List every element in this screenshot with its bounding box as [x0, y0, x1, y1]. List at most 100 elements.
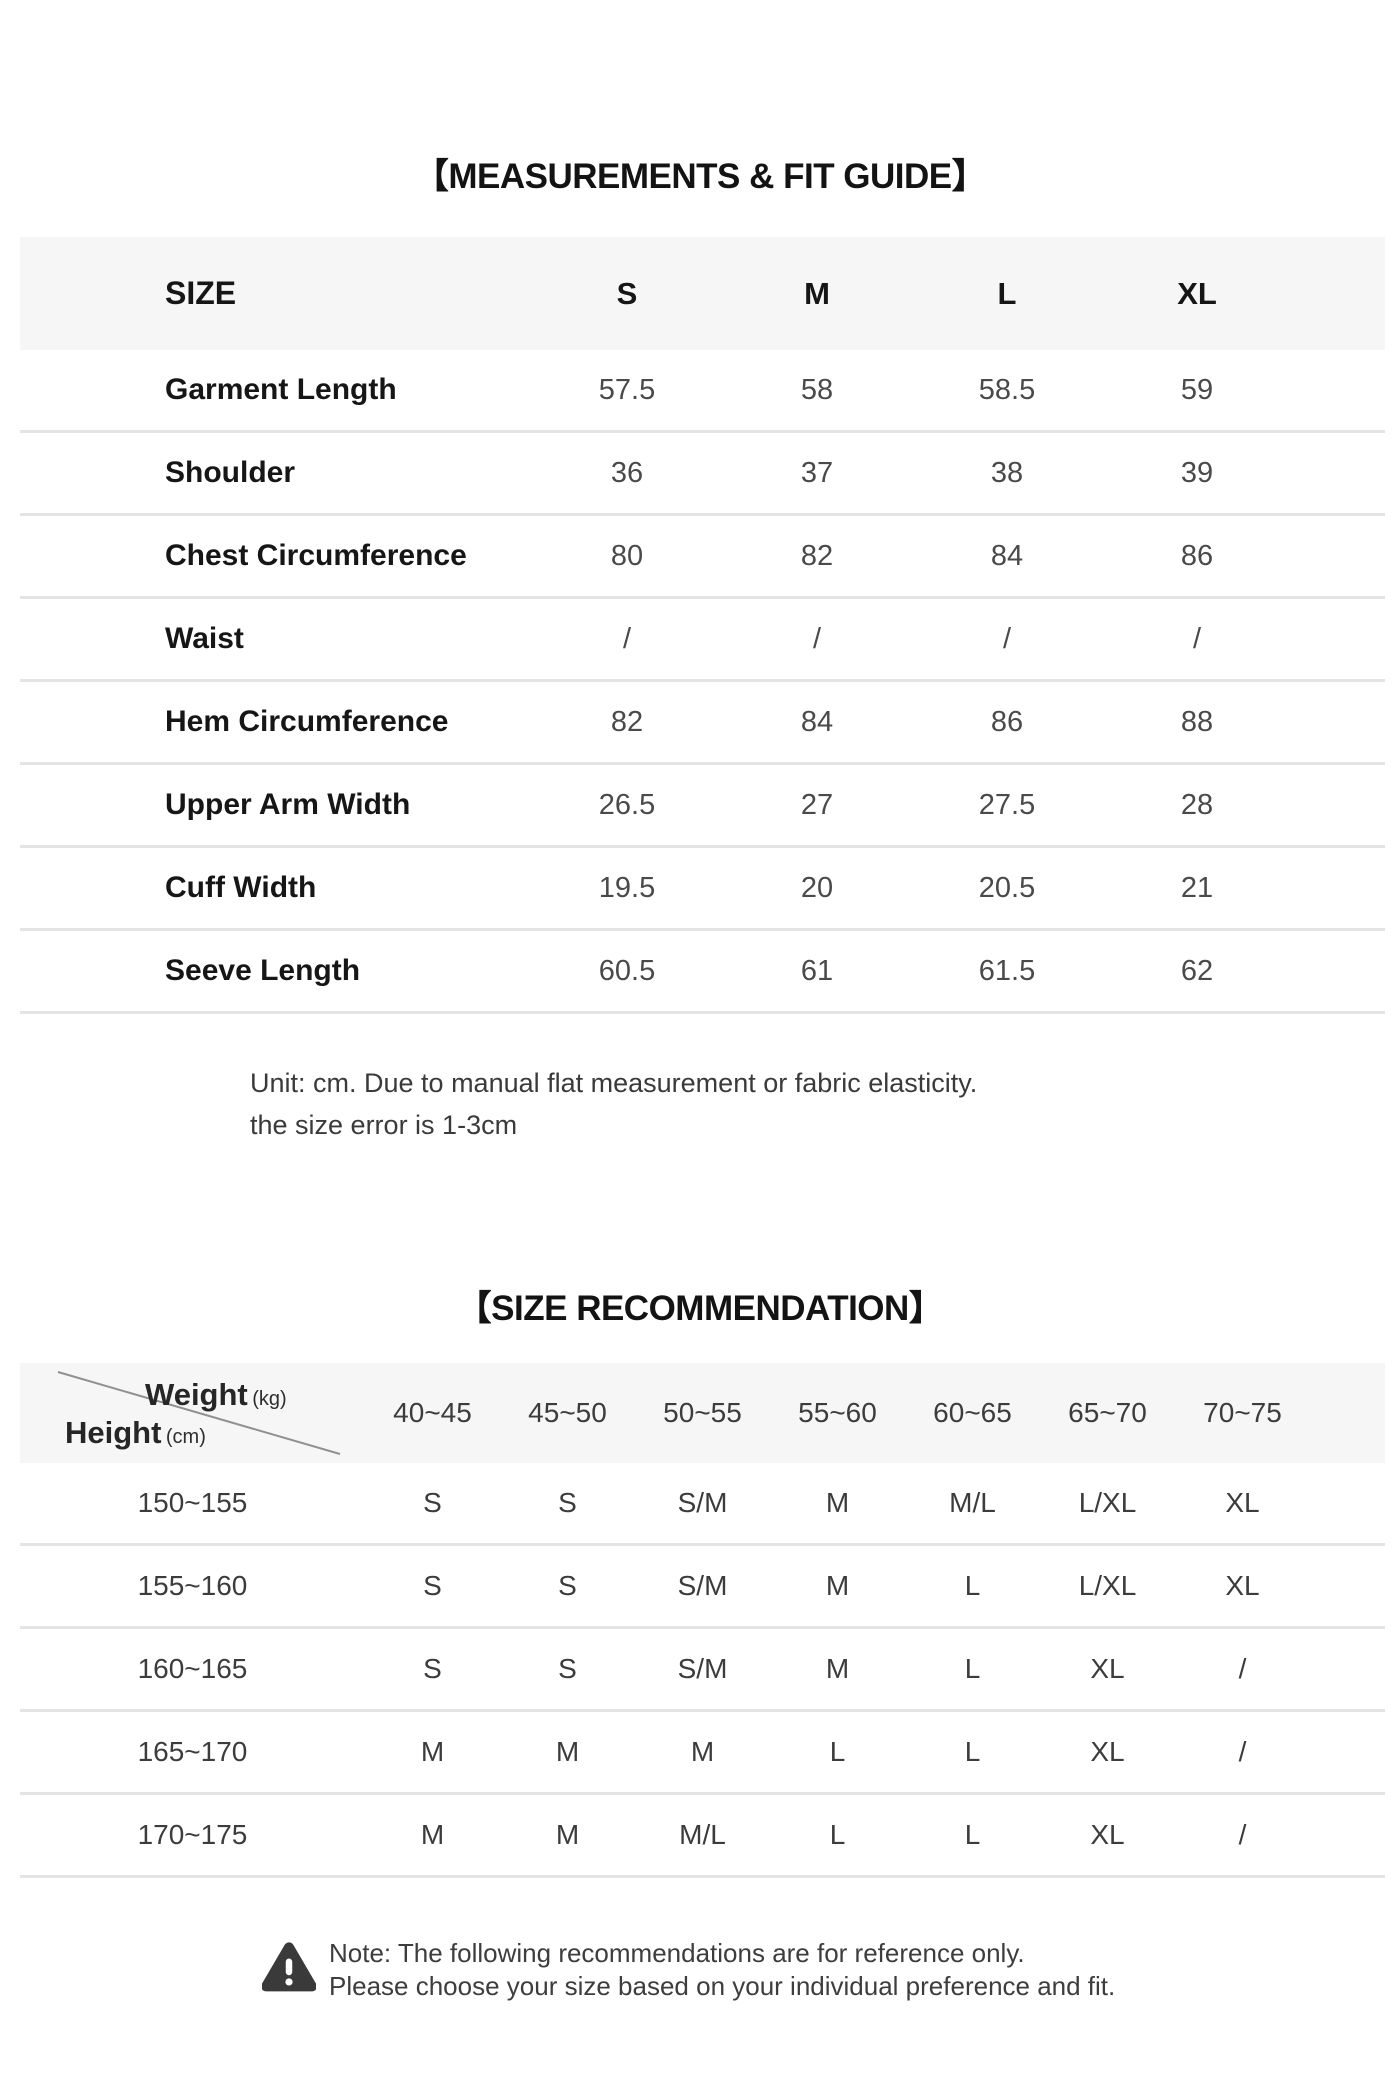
cell-size: M: [690, 1736, 715, 1767]
cell-value: 84: [990, 539, 1024, 572]
cell-size: L/XL: [1078, 1570, 1137, 1601]
row-label: Waist: [165, 622, 244, 655]
reference-note: Note: The following recommendations are …: [261, 1938, 1116, 2003]
cell-value: 86: [1180, 539, 1214, 572]
row-label: 150~155: [137, 1487, 248, 1518]
cell-size: M: [420, 1819, 445, 1850]
weight-col-50-55: 50~55: [663, 1397, 742, 1428]
row-label: Hem Circumference: [165, 705, 449, 738]
weight-col-40-45: 40~45: [393, 1397, 472, 1428]
cell-value: 19.5: [598, 871, 656, 904]
size-col-l: L: [997, 275, 1017, 311]
weight-col-55-60: 55~60: [798, 1397, 877, 1428]
measurements-header-row: SIZE S M L XL: [20, 237, 1385, 350]
size-header-label: SIZE: [165, 275, 237, 311]
cell-value: 36: [610, 456, 644, 489]
cell-value: 58.5: [978, 373, 1036, 406]
cell-size: S: [423, 1487, 442, 1518]
cell-size: /: [1238, 1653, 1247, 1684]
weight-col-60-65: 60~65: [933, 1397, 1012, 1428]
cell-value: 58: [800, 373, 834, 406]
cell-value: 82: [800, 539, 834, 572]
diagonal-divider-line: [57, 1371, 341, 1455]
row-label: Cuff Width: [165, 871, 317, 904]
cell-size: XL: [1225, 1570, 1260, 1601]
cell-size: S/M: [677, 1570, 728, 1601]
size-recommendation-table: Weight (kg) Height (cm) 40~45 45~50 50~5…: [20, 1363, 1385, 1878]
cell-value: 20.5: [978, 871, 1036, 904]
row-label: 165~170: [137, 1736, 248, 1767]
cell-value: /: [1002, 622, 1012, 655]
cell-value: 88: [1180, 705, 1214, 738]
row-label: 160~165: [137, 1653, 248, 1684]
row-label: Seeve Length: [165, 954, 361, 987]
cell-value: 80: [610, 539, 644, 572]
weight-col-70-75: 70~75: [1203, 1397, 1282, 1428]
cell-value: 57.5: [598, 373, 656, 406]
cell-size: L: [964, 1819, 981, 1850]
height-unit: (cm): [165, 1426, 206, 1448]
size-col-s: S: [616, 275, 638, 311]
cell-value: 39: [1180, 456, 1214, 489]
row-upper-arm-width: Upper Arm Width 26.5 27 27.5 28: [20, 765, 1385, 848]
cell-size: S: [558, 1487, 577, 1518]
cell-value: 82: [610, 705, 644, 738]
cell-size: M: [555, 1819, 580, 1850]
cell-size: M/L: [949, 1487, 996, 1518]
height-weight-corner-cell: Weight (kg) Height (cm): [20, 1363, 365, 1463]
row-waist: Waist / / / /: [20, 599, 1385, 682]
size-col-xl: XL: [1177, 275, 1217, 311]
cell-size: XL: [1090, 1819, 1125, 1850]
recommendation-title: 【SIZE RECOMMENDATION】: [456, 1289, 944, 1328]
row-label: Upper Arm Width: [165, 788, 411, 821]
row-height-165-170: 165~170 M M M L L XL /: [20, 1712, 1385, 1795]
weight-col-65-70: 65~70: [1068, 1397, 1147, 1428]
cell-value: 27: [800, 788, 834, 821]
cell-size: /: [1238, 1819, 1247, 1850]
cell-value: 37: [800, 456, 834, 489]
cell-value: 84: [800, 705, 834, 738]
cell-value: /: [812, 622, 822, 655]
weight-unit: (kg): [252, 1388, 287, 1410]
cell-value: 60.5: [598, 954, 656, 987]
cell-size: L: [964, 1570, 981, 1601]
cell-size: /: [1238, 1736, 1247, 1767]
height-axis-label: Height (cm): [65, 1415, 206, 1451]
row-label: Shoulder: [165, 456, 296, 489]
row-shoulder: Shoulder 36 37 38 39: [20, 433, 1385, 516]
unit-note-line1: Unit: cm. Due to manual flat measurement…: [250, 1068, 978, 1098]
cell-size: S: [558, 1653, 577, 1684]
size-col-m: M: [804, 275, 830, 311]
cell-size: S/M: [677, 1487, 728, 1518]
warning-triangle-icon: [261, 1940, 317, 1996]
row-garment-length: Garment Length 57.5 58 58.5 59: [20, 350, 1385, 433]
cell-size: L: [964, 1736, 981, 1767]
row-cuff-width: Cuff Width 19.5 20 20.5 21: [20, 848, 1385, 931]
cell-size: M: [825, 1487, 850, 1518]
weight-axis-label: Weight (kg): [145, 1377, 287, 1413]
measurements-table: SIZE S M L XL Garment Length 57.5 58 58.…: [20, 237, 1385, 1014]
cell-size: L: [829, 1819, 846, 1850]
cell-size: S: [423, 1653, 442, 1684]
cell-size: M: [555, 1736, 580, 1767]
cell-value: /: [1192, 622, 1202, 655]
cell-size: S: [423, 1570, 442, 1601]
cell-value: 20: [800, 871, 834, 904]
row-height-170-175: 170~175 M M M/L L L XL /: [20, 1795, 1385, 1878]
cell-value: 61: [800, 954, 834, 987]
cell-size: XL: [1090, 1736, 1125, 1767]
weight-label: Weight: [145, 1377, 248, 1412]
cell-size: M: [825, 1570, 850, 1601]
cell-value: 26.5: [598, 788, 656, 821]
cell-value: 28: [1180, 788, 1214, 821]
row-height-160-165: 160~165 S S S/M M L XL /: [20, 1629, 1385, 1712]
recommendation-header-row: Weight (kg) Height (cm) 40~45 45~50 50~5…: [20, 1363, 1385, 1463]
reference-note-line2: Please choose your size based on your in…: [329, 1971, 1116, 2001]
row-sleeve-length: Seeve Length 60.5 61 61.5 62: [20, 931, 1385, 1014]
weight-col-45-50: 45~50: [528, 1397, 607, 1428]
cell-size: M: [825, 1653, 850, 1684]
cell-size: S/M: [677, 1653, 728, 1684]
row-hem-circumference: Hem Circumference 82 84 86 88: [20, 682, 1385, 765]
cell-value: 62: [1180, 954, 1214, 987]
